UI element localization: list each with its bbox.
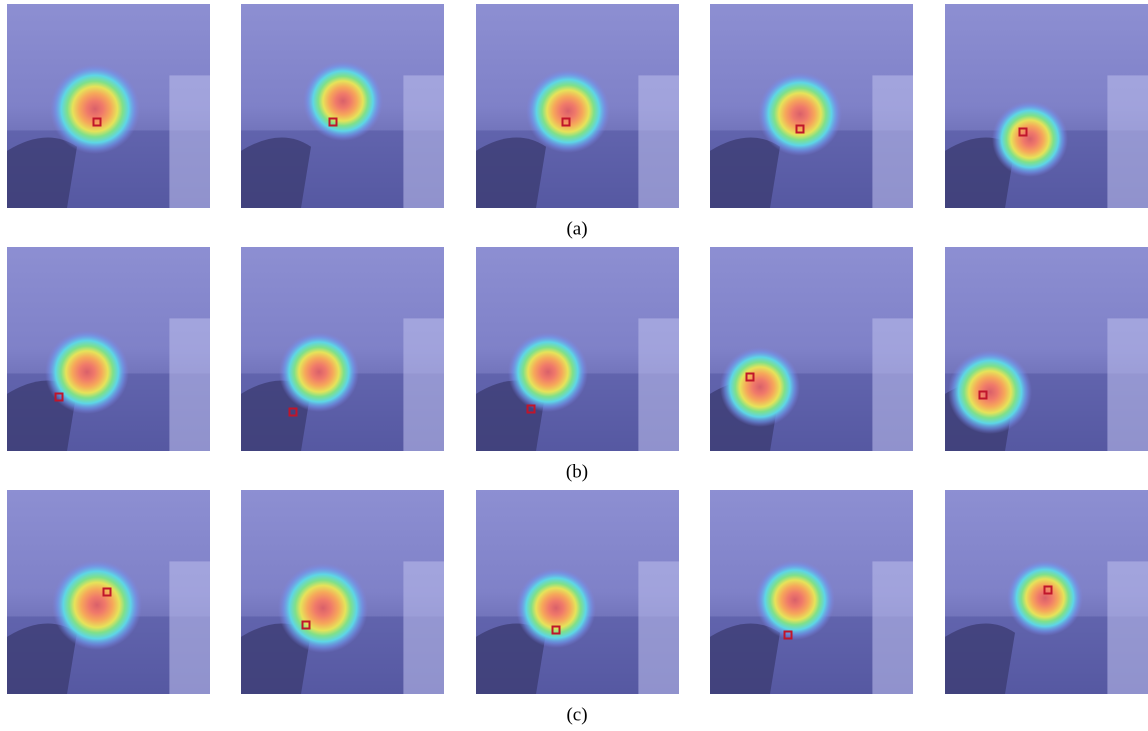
object [872,75,913,208]
image-panel [476,247,679,451]
hand [241,138,311,208]
image-panel [241,490,444,694]
image-panel [476,4,679,208]
hand [710,138,780,208]
heatmap [758,72,842,156]
object [169,75,210,208]
image-panel [945,247,1148,451]
object [872,561,913,694]
heatmap [279,332,359,412]
object [1107,318,1148,451]
image-panel [945,490,1148,694]
heatmap [948,350,1032,434]
heatmap [755,560,835,640]
object [403,75,444,208]
heatmap [516,568,596,648]
object [872,318,913,451]
image-panel [7,4,210,208]
heatmap [52,560,142,650]
image-panel [476,490,679,694]
row-label: (b) [566,461,588,482]
heatmap [526,69,610,153]
heatmap [50,64,140,154]
panels [7,4,1148,694]
row-label: (c) [566,704,587,725]
object [403,561,444,694]
object [403,318,444,451]
image-panel [945,4,1148,208]
heatmap [720,347,800,427]
object [638,75,679,208]
hand [7,138,77,208]
heatmap [278,563,368,653]
heatmap [1007,560,1083,636]
figure: (a) (b) (c) [0,0,1148,731]
page: (a) (b) (c) (() => { const data = JSON.p… [0,0,1148,731]
hand [476,138,546,208]
image-panel [7,247,210,451]
image-panel [241,4,444,208]
object [638,561,679,694]
hand [710,624,780,694]
object [169,561,210,694]
object [1107,561,1148,694]
object [638,318,679,451]
row-label: (a) [566,218,587,239]
image-panel [710,4,913,208]
image-panel [710,490,913,694]
image-panel [7,490,210,694]
heatmap [508,332,588,412]
image-panel [241,247,444,451]
image-panel [710,247,913,451]
object [1107,75,1148,208]
hand [945,624,1015,694]
object [169,318,210,451]
heatmap [992,101,1068,177]
heatmap [303,61,383,141]
